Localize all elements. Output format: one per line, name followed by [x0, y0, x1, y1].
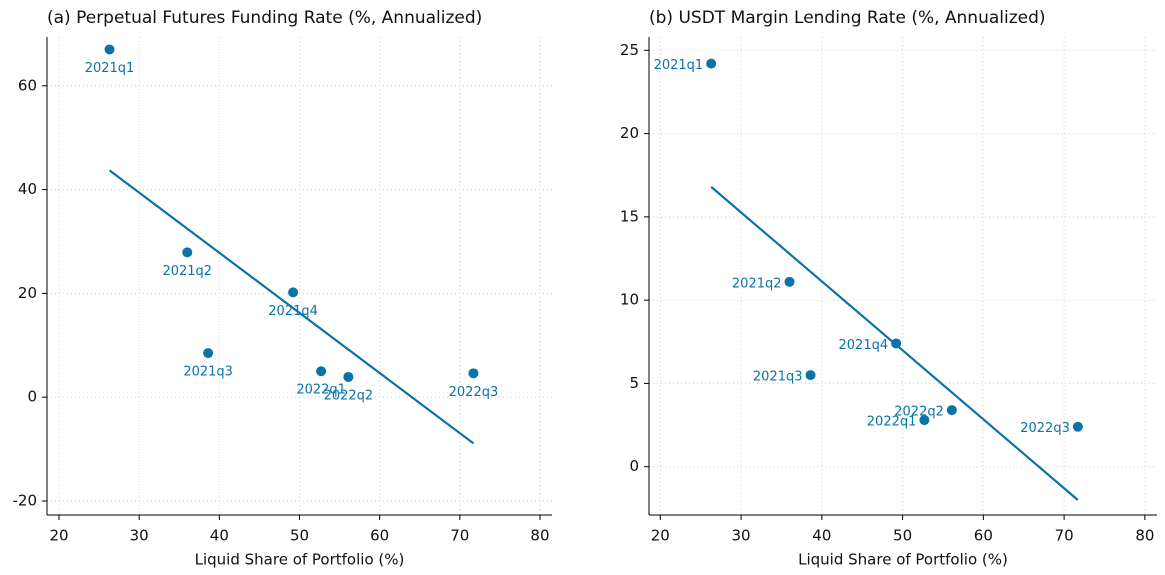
point-label: 2022q3 — [1020, 421, 1070, 436]
point — [316, 366, 327, 377]
y-tick-label: 10 — [620, 291, 639, 309]
point-label: 2021q1 — [654, 58, 704, 73]
y-tick-label: -20 — [13, 491, 38, 509]
x-tick-label: 60 — [974, 527, 993, 545]
x-tick-label: 30 — [130, 527, 149, 545]
x-tick-label: 80 — [530, 527, 549, 545]
x-tick-label: 70 — [450, 527, 469, 545]
point-label: 2022q1 — [867, 415, 917, 430]
point-label: 2022q3 — [449, 385, 499, 400]
x-tick-label: 50 — [893, 527, 912, 545]
point — [1072, 421, 1083, 432]
x-axis-label: Liquid Share of Portfolio (%) — [798, 551, 1008, 569]
point-label: 2021q2 — [732, 276, 782, 291]
y-tick-label: 20 — [18, 284, 37, 302]
fit-line — [108, 169, 475, 445]
point-label: 2021q3 — [183, 365, 233, 380]
point-label: 2022q2 — [894, 405, 944, 420]
x-tick-label: 40 — [210, 527, 229, 545]
point-label: 2021q4 — [268, 304, 318, 319]
y-tick-label: 0 — [629, 457, 639, 475]
x-tick-label: 60 — [370, 527, 389, 545]
point — [891, 338, 902, 349]
chart-title: (b) USDT Margin Lending Rate (%, Annuali… — [649, 8, 1046, 28]
point-label: 2021q2 — [162, 264, 212, 279]
x-tick-label: 50 — [290, 527, 309, 545]
x-tick-label: 70 — [1055, 527, 1074, 545]
point — [805, 370, 816, 381]
y-tick-label: 25 — [620, 41, 639, 59]
point-label: 2022q2 — [324, 388, 374, 403]
x-tick-label: 40 — [812, 527, 831, 545]
point — [919, 415, 930, 426]
y-tick-label: 5 — [629, 374, 639, 392]
y-tick-label: 40 — [18, 180, 37, 198]
x-axis-label: Liquid Share of Portfolio (%) — [195, 551, 405, 569]
x-tick-label: 80 — [1135, 527, 1154, 545]
y-tick-label: 0 — [27, 388, 37, 406]
y-tick-label: 20 — [620, 124, 639, 142]
y-tick-label: 60 — [18, 76, 37, 94]
point — [203, 348, 214, 359]
point-label: 2022q1 — [296, 383, 346, 398]
point-label: 2021q4 — [839, 338, 889, 353]
point-label: 2021q1 — [85, 61, 135, 76]
x-tick-label: 30 — [732, 527, 751, 545]
point — [288, 287, 299, 298]
y-tick-label: 15 — [620, 207, 639, 225]
point-label: 2021q3 — [753, 370, 803, 385]
point — [784, 276, 795, 287]
point — [343, 371, 354, 382]
point — [706, 58, 717, 69]
point — [946, 405, 957, 416]
point — [104, 44, 115, 55]
x-tick-label: 20 — [49, 527, 68, 545]
point — [468, 368, 479, 379]
point — [182, 247, 193, 258]
chart-title: (a) Perpetual Futures Funding Rate (%, A… — [47, 8, 482, 28]
x-tick-label: 20 — [651, 527, 670, 545]
